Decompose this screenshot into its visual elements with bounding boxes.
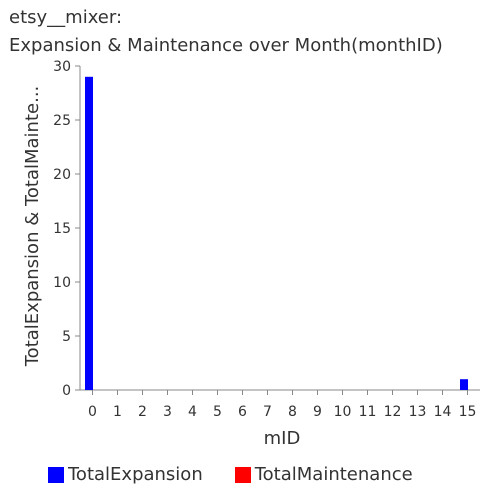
x-tick-label: 11: [359, 404, 377, 420]
x-tick-label: 9: [313, 404, 322, 420]
x-tick-label: 1: [113, 404, 122, 420]
x-tick-label: 14: [434, 404, 452, 420]
x-tick-label: 4: [188, 404, 197, 420]
x-tick-label: 0: [88, 404, 97, 420]
x-tick-label: 13: [409, 404, 427, 420]
x-tick-label: 6: [238, 404, 247, 420]
x-axis-title: mID: [264, 428, 301, 449]
y-tick-label: 30: [53, 59, 71, 75]
x-tick-label: 8: [288, 404, 297, 420]
legend-item-expansion[interactable]: TotalExpansion: [48, 464, 203, 485]
legend-label-maintenance: TotalMaintenance: [254, 464, 413, 485]
y-tick-label: 5: [62, 329, 71, 345]
x-tick-label: 5: [213, 404, 222, 420]
x-tick-label: 12: [384, 404, 402, 420]
x-tick-label: 3: [163, 404, 172, 420]
y-tick-label: 0: [62, 383, 71, 399]
y-tick-label: 10: [53, 275, 71, 291]
y-tick-label: 20: [53, 167, 71, 183]
chart-title-line-1: etsy__mixer:: [9, 7, 123, 28]
x-tick-label: 2: [138, 404, 147, 420]
legend-item-maintenance[interactable]: TotalMaintenance: [234, 464, 413, 485]
x-tick-label: 7: [263, 404, 272, 420]
y-tick-label: 15: [53, 221, 71, 237]
chart-title: etsy__mixer: Expansion & Maintenance ove…: [9, 4, 443, 60]
x-tick-label: 15: [459, 404, 477, 420]
legend: TotalExpansion TotalMaintenance: [48, 464, 445, 485]
legend-swatch-expansion: [48, 466, 64, 483]
legend-swatch-maintenance: [234, 466, 251, 483]
legend-label-expansion: TotalExpansion: [68, 464, 203, 485]
y-tick-label: 25: [53, 113, 71, 129]
chart-title-line-2: Expansion & Maintenance over Month(month…: [9, 35, 443, 56]
bar-expansion: [460, 379, 468, 390]
bar-expansion: [85, 76, 93, 391]
y-axis-title: TotalExpansion & TotalMainte...: [22, 86, 43, 368]
x-tick-label: 10: [334, 404, 352, 420]
